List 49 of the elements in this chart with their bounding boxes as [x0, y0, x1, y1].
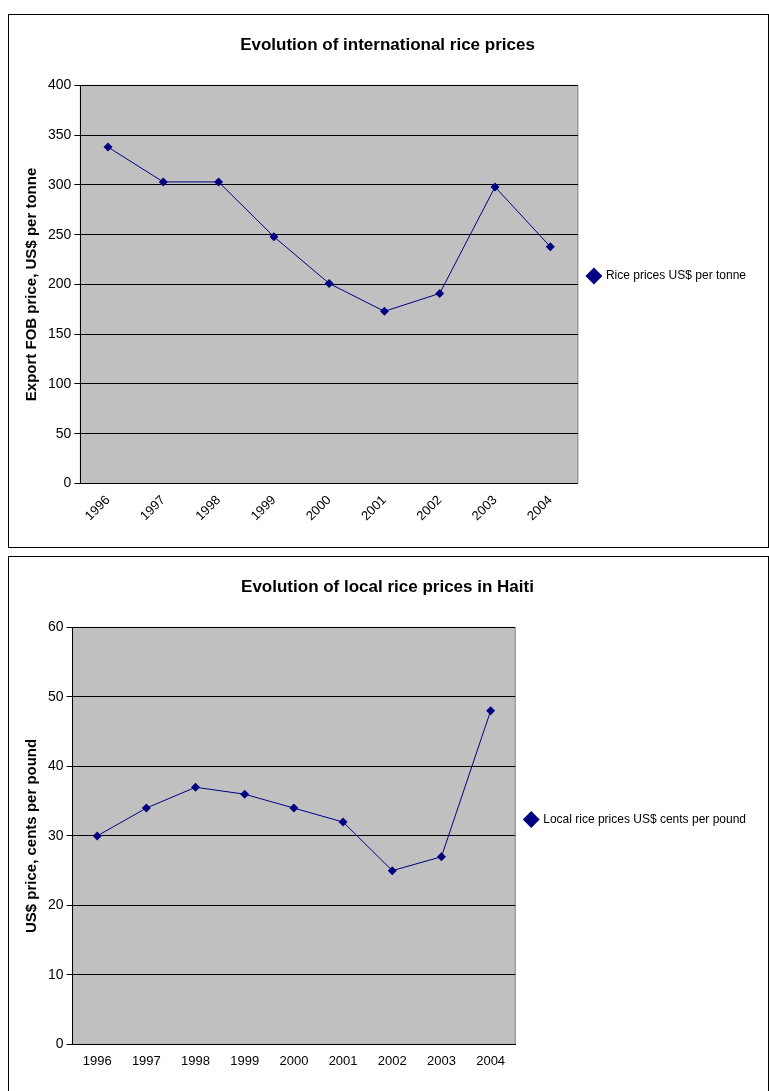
y-tick-label: 300 — [48, 175, 72, 192]
x-tick-label: 2001 — [328, 1052, 358, 1068]
point — [324, 278, 334, 288]
y-tick-label: 10 — [47, 965, 64, 982]
point — [214, 177, 224, 187]
y-axis-title: US$ price, cents per pound — [22, 738, 40, 934]
y-tick-label: 100 — [48, 374, 72, 391]
y-tick-label: 400 — [48, 76, 72, 93]
y-tick-label: 30 — [47, 826, 64, 843]
y-tick-label: 50 — [55, 424, 72, 441]
point — [545, 242, 555, 252]
y-tick-label: 40 — [47, 757, 64, 774]
y-tick-label: 20 — [47, 896, 64, 913]
point — [141, 803, 151, 813]
y-axis-title: Export FOB price, US$ per tonne — [22, 167, 40, 402]
y-tick-label: 50 — [47, 687, 64, 704]
y-tick-label: 0 — [63, 474, 72, 491]
point — [103, 142, 113, 152]
point — [486, 706, 496, 716]
x-tick-label: 1996 — [82, 1052, 112, 1068]
x-tick-label: 2003 — [426, 1052, 456, 1068]
x-tick-label: 2002 — [377, 1052, 407, 1068]
point — [387, 866, 397, 876]
y-tick-label: 60 — [47, 618, 64, 635]
y-tick-label: 350 — [48, 126, 72, 143]
y-tick-label: 250 — [48, 225, 72, 242]
x-tick-label: 2004 — [476, 1052, 506, 1068]
y-tick-label: 0 — [55, 1035, 64, 1052]
point — [240, 789, 250, 799]
point — [435, 288, 445, 298]
point — [269, 232, 279, 242]
point — [191, 782, 201, 792]
chart-title: Evolution of local rice prices in Haiti — [241, 576, 534, 596]
chart-title: Evolution of international rice prices — [240, 34, 535, 54]
y-tick-label: 200 — [48, 275, 72, 292]
point — [338, 817, 348, 827]
point — [379, 306, 389, 316]
x-tick-label: 1998 — [181, 1052, 210, 1068]
y-tick-label: 150 — [48, 325, 72, 342]
point — [436, 852, 446, 862]
x-tick-label: 1997 — [131, 1052, 161, 1068]
legend-label: Local rice prices US$ cents per pound — [543, 811, 747, 826]
legend-label: Rice prices US$ per tonne — [605, 268, 747, 283]
point — [92, 831, 102, 841]
point — [158, 177, 168, 187]
x-tick-label: 2000 — [279, 1052, 309, 1068]
point — [289, 803, 299, 813]
point — [490, 182, 500, 192]
x-tick-label: 1999 — [230, 1052, 260, 1068]
